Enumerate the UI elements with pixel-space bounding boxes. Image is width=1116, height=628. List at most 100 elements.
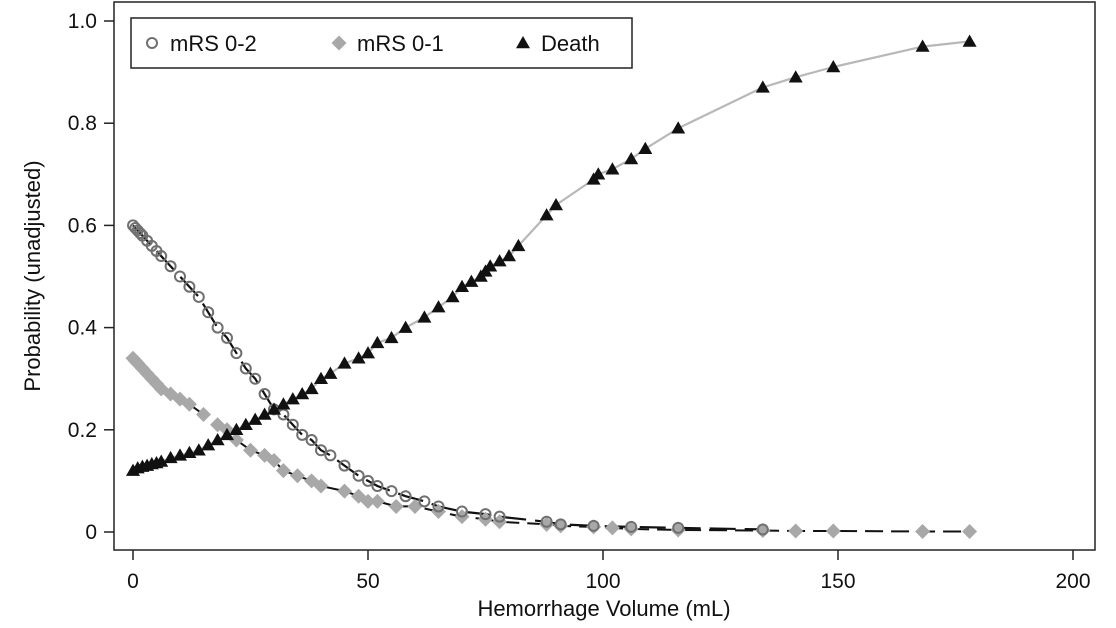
legend: mRS 0-2 mRS 0-1 Death bbox=[130, 17, 633, 69]
axes: 0 50 100 150 200 0 0.2 0.4 0.6 0.8 1.0 bbox=[68, 10, 1091, 593]
point-death bbox=[455, 279, 469, 292]
point-mrs-0-2 bbox=[540, 515, 553, 528]
point-death bbox=[502, 249, 516, 262]
legend-marker-death bbox=[516, 36, 530, 49]
point-death bbox=[370, 335, 385, 349]
point-death bbox=[638, 141, 653, 154]
point-mrs-0-1 bbox=[228, 432, 244, 448]
point-mrs-0-2 bbox=[672, 521, 685, 534]
legend-marker-mrs-0-1 bbox=[331, 35, 347, 51]
point-death bbox=[384, 330, 399, 344]
point-death bbox=[295, 387, 310, 400]
point-mrs-0-2 bbox=[258, 388, 271, 401]
point-death bbox=[337, 356, 352, 369]
point-mrs-0-2 bbox=[399, 490, 412, 503]
point-death bbox=[201, 438, 216, 451]
y-tick-label: 0.2 bbox=[68, 419, 97, 442]
y-tick-label: 0 bbox=[85, 521, 97, 544]
point-death bbox=[191, 443, 206, 456]
point-mrs-0-2 bbox=[493, 510, 506, 523]
point-mrs-0-1 bbox=[313, 478, 329, 494]
point-death bbox=[210, 433, 225, 446]
point-death bbox=[361, 346, 375, 359]
point-death bbox=[257, 407, 272, 420]
point-death bbox=[323, 366, 338, 379]
point-mrs-0-2 bbox=[155, 250, 168, 263]
point-mrs-0-2 bbox=[249, 372, 262, 385]
point-mrs-0-2 bbox=[479, 508, 492, 521]
point-mrs-0-2 bbox=[432, 500, 445, 513]
point-mrs-0-1 bbox=[539, 516, 555, 532]
point-death bbox=[755, 80, 770, 93]
point-mrs-0-1 bbox=[670, 522, 686, 538]
point-death bbox=[238, 417, 253, 430]
point-mrs-0-2 bbox=[174, 270, 186, 283]
point-mrs-0-2 bbox=[183, 280, 196, 293]
x-tick-label: 200 bbox=[1055, 570, 1090, 593]
point-death bbox=[267, 402, 281, 415]
y-tick-label: 1.0 bbox=[68, 10, 97, 33]
point-mrs-0-1 bbox=[243, 442, 258, 458]
point-mrs-0-1 bbox=[360, 493, 376, 509]
point-mrs-0-1 bbox=[337, 483, 352, 499]
plot-frame bbox=[113, 1, 1096, 551]
y-tick-label: 0.8 bbox=[68, 112, 97, 135]
point-mrs-0-2 bbox=[756, 523, 769, 536]
data-points bbox=[125, 34, 978, 539]
point-mrs-0-2 bbox=[587, 519, 600, 532]
point-mrs-0-2 bbox=[164, 260, 177, 273]
point-mrs-0-1 bbox=[825, 523, 841, 539]
point-death bbox=[351, 351, 366, 364]
legend-marker-mrs-0-2 bbox=[146, 37, 158, 49]
point-mrs-0-1 bbox=[266, 452, 282, 468]
point-mrs-0-2 bbox=[554, 518, 567, 531]
point-death bbox=[229, 422, 244, 436]
point-mrs-0-2 bbox=[625, 520, 638, 533]
point-mrs-0-1 bbox=[915, 523, 931, 539]
point-mrs-0-2 bbox=[286, 418, 299, 431]
point-death bbox=[445, 289, 460, 303]
point-mrs-0-2 bbox=[230, 347, 243, 360]
x-axis-title: Hemorrhage Volume (mL) bbox=[477, 596, 730, 621]
legend-label-death: Death bbox=[541, 31, 600, 56]
x-tick-label: 100 bbox=[585, 570, 620, 593]
x-tick-label: 0 bbox=[127, 570, 139, 593]
point-mrs-0-1 bbox=[196, 406, 211, 422]
point-mrs-0-2 bbox=[385, 485, 398, 498]
point-death bbox=[492, 254, 507, 267]
point-death bbox=[591, 167, 606, 180]
point-mrs-0-2 bbox=[352, 469, 365, 482]
point-mrs-0-2 bbox=[221, 331, 233, 344]
point-mrs-0-1 bbox=[623, 521, 639, 537]
point-death bbox=[788, 70, 803, 83]
point-death bbox=[431, 300, 446, 313]
point-mrs-0-2 bbox=[456, 505, 468, 518]
point-mrs-0-2 bbox=[338, 459, 351, 472]
point-death bbox=[539, 208, 554, 221]
point-death bbox=[624, 151, 639, 165]
point-death bbox=[220, 427, 234, 441]
point-mrs-0-2 bbox=[362, 474, 374, 487]
point-mrs-0-2 bbox=[202, 306, 215, 319]
point-death bbox=[285, 392, 300, 405]
x-tick-label: 50 bbox=[356, 570, 379, 593]
point-death bbox=[826, 59, 841, 73]
point-death bbox=[248, 412, 263, 425]
point-mrs-0-2 bbox=[305, 434, 318, 447]
point-mrs-0-1 bbox=[962, 523, 978, 539]
point-death bbox=[154, 454, 169, 467]
point-death bbox=[276, 397, 291, 410]
point-mrs-0-2 bbox=[371, 480, 384, 493]
point-death bbox=[962, 34, 977, 47]
point-mrs-0-2 bbox=[296, 428, 309, 441]
legend-label-mrs-0-2: mRS 0-2 bbox=[170, 31, 257, 56]
point-death bbox=[464, 274, 479, 287]
point-mrs-0-2 bbox=[192, 290, 205, 303]
point-death bbox=[483, 259, 498, 272]
point-mrs-0-1 bbox=[290, 468, 305, 484]
point-death bbox=[304, 381, 319, 395]
y-tick-label: 0.6 bbox=[68, 214, 97, 237]
point-mrs-0-1 bbox=[388, 498, 404, 514]
point-mrs-0-2 bbox=[211, 321, 224, 334]
